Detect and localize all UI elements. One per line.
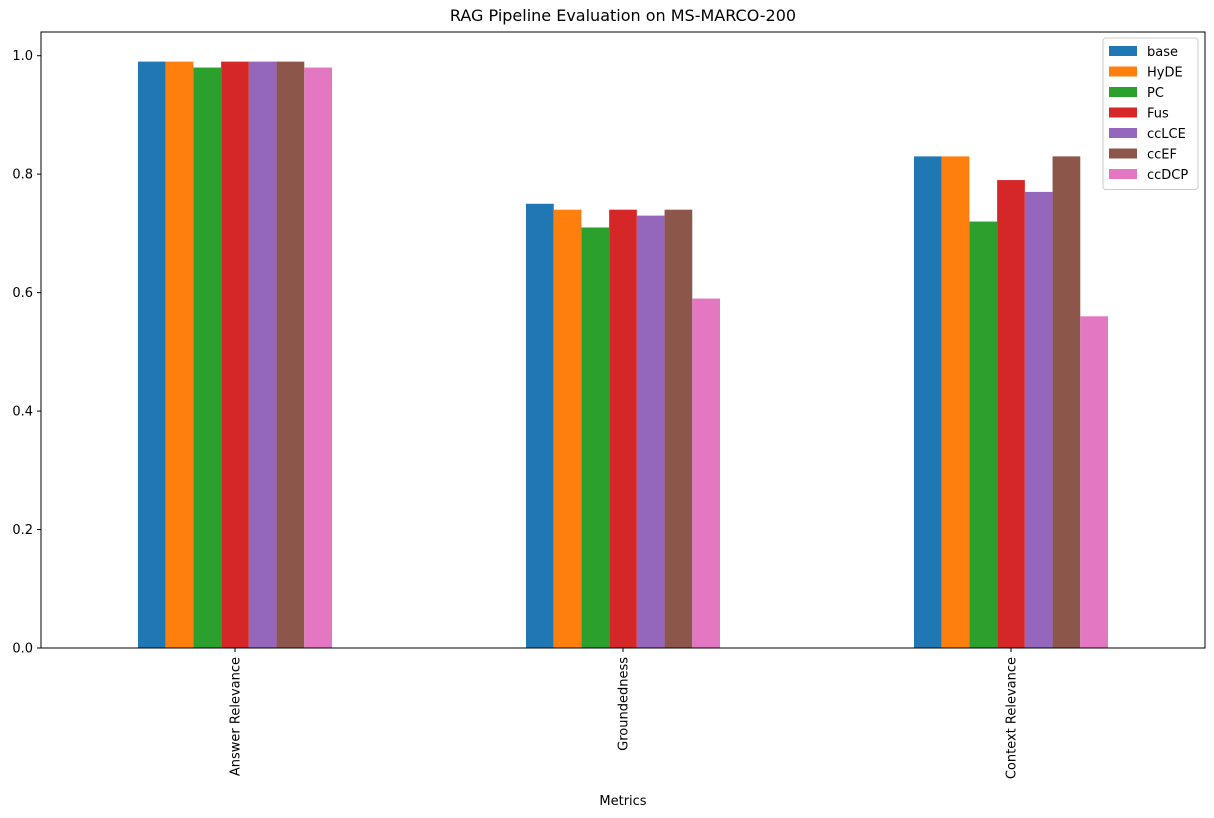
legend-swatch-PC bbox=[1109, 87, 1137, 97]
y-tick-label: 0.0 bbox=[12, 642, 33, 657]
bar-ccLCE-2 bbox=[1024, 191, 1053, 649]
x-tick-label: Context Relevance bbox=[1005, 657, 1020, 779]
legend-label-ccLCE: ccLCE bbox=[1147, 127, 1186, 142]
bar-ccLCE-1 bbox=[636, 215, 665, 648]
legend-swatch-HyDE bbox=[1109, 66, 1137, 77]
plot-area bbox=[40, 31, 1206, 649]
bar-ccLCE-0 bbox=[248, 61, 277, 649]
legend-label-ccDCP: ccDCP bbox=[1147, 168, 1188, 183]
legend-label-PC: PC bbox=[1147, 86, 1164, 101]
bar-base-0 bbox=[138, 61, 166, 649]
bar-base-2 bbox=[914, 156, 942, 648]
bar-HyDE-0 bbox=[165, 61, 194, 649]
bar-ccDCP-1 bbox=[692, 298, 720, 648]
legend-swatch-ccLCE bbox=[1109, 128, 1137, 138]
legend-swatch-base bbox=[1109, 46, 1137, 56]
y-tick-label: 0.2 bbox=[12, 523, 33, 538]
bar-PC-1 bbox=[581, 227, 610, 648]
bar-base-1 bbox=[526, 203, 554, 648]
bar-ccEF-1 bbox=[664, 209, 693, 648]
bar-PC-2 bbox=[969, 221, 998, 649]
bar-ccEF-2 bbox=[1052, 156, 1081, 648]
legend-label-base: base bbox=[1147, 45, 1178, 60]
chart-title: RAG Pipeline Evaluation on MS-MARCO-200 bbox=[450, 6, 796, 25]
y-axis: 0.0 0.2 0.4 0.6 0.8 1.0 bbox=[12, 49, 41, 657]
bar-HyDE-1 bbox=[553, 209, 582, 648]
legend-swatch-Fus bbox=[1109, 107, 1137, 118]
x-tick-label: Groundedness bbox=[617, 657, 632, 751]
legend-swatch-ccDCP bbox=[1109, 169, 1137, 179]
bar-ccDCP-2 bbox=[1080, 316, 1108, 648]
bar-ccDCP-0 bbox=[304, 67, 332, 649]
x-axis: Answer Relevance Groundedness Context Rele… bbox=[229, 648, 1020, 779]
bar-HyDE-2 bbox=[941, 156, 970, 648]
y-tick-label: 0.4 bbox=[12, 405, 33, 420]
legend-label-Fus: Fus bbox=[1147, 107, 1169, 122]
legend: base HyDE PC Fus ccLCE ccEF ccDCP bbox=[1102, 37, 1199, 190]
bar-Fus-0 bbox=[221, 61, 249, 649]
legend-swatch-ccEF bbox=[1109, 148, 1137, 159]
y-tick-label: 0.6 bbox=[12, 286, 33, 301]
bar-PC-0 bbox=[193, 67, 222, 649]
y-tick-label: 1.0 bbox=[12, 49, 33, 64]
bar-Fus-1 bbox=[609, 209, 637, 648]
legend-label-ccEF: ccEF bbox=[1147, 148, 1177, 163]
x-tick-label: Answer Relevance bbox=[229, 657, 244, 776]
bar-ccEF-0 bbox=[276, 61, 305, 649]
x-axis-label: Metrics bbox=[599, 794, 646, 809]
legend-label-HyDE: HyDE bbox=[1147, 66, 1183, 81]
bar-Fus-2 bbox=[997, 180, 1025, 648]
y-tick-label: 0.8 bbox=[12, 168, 33, 183]
